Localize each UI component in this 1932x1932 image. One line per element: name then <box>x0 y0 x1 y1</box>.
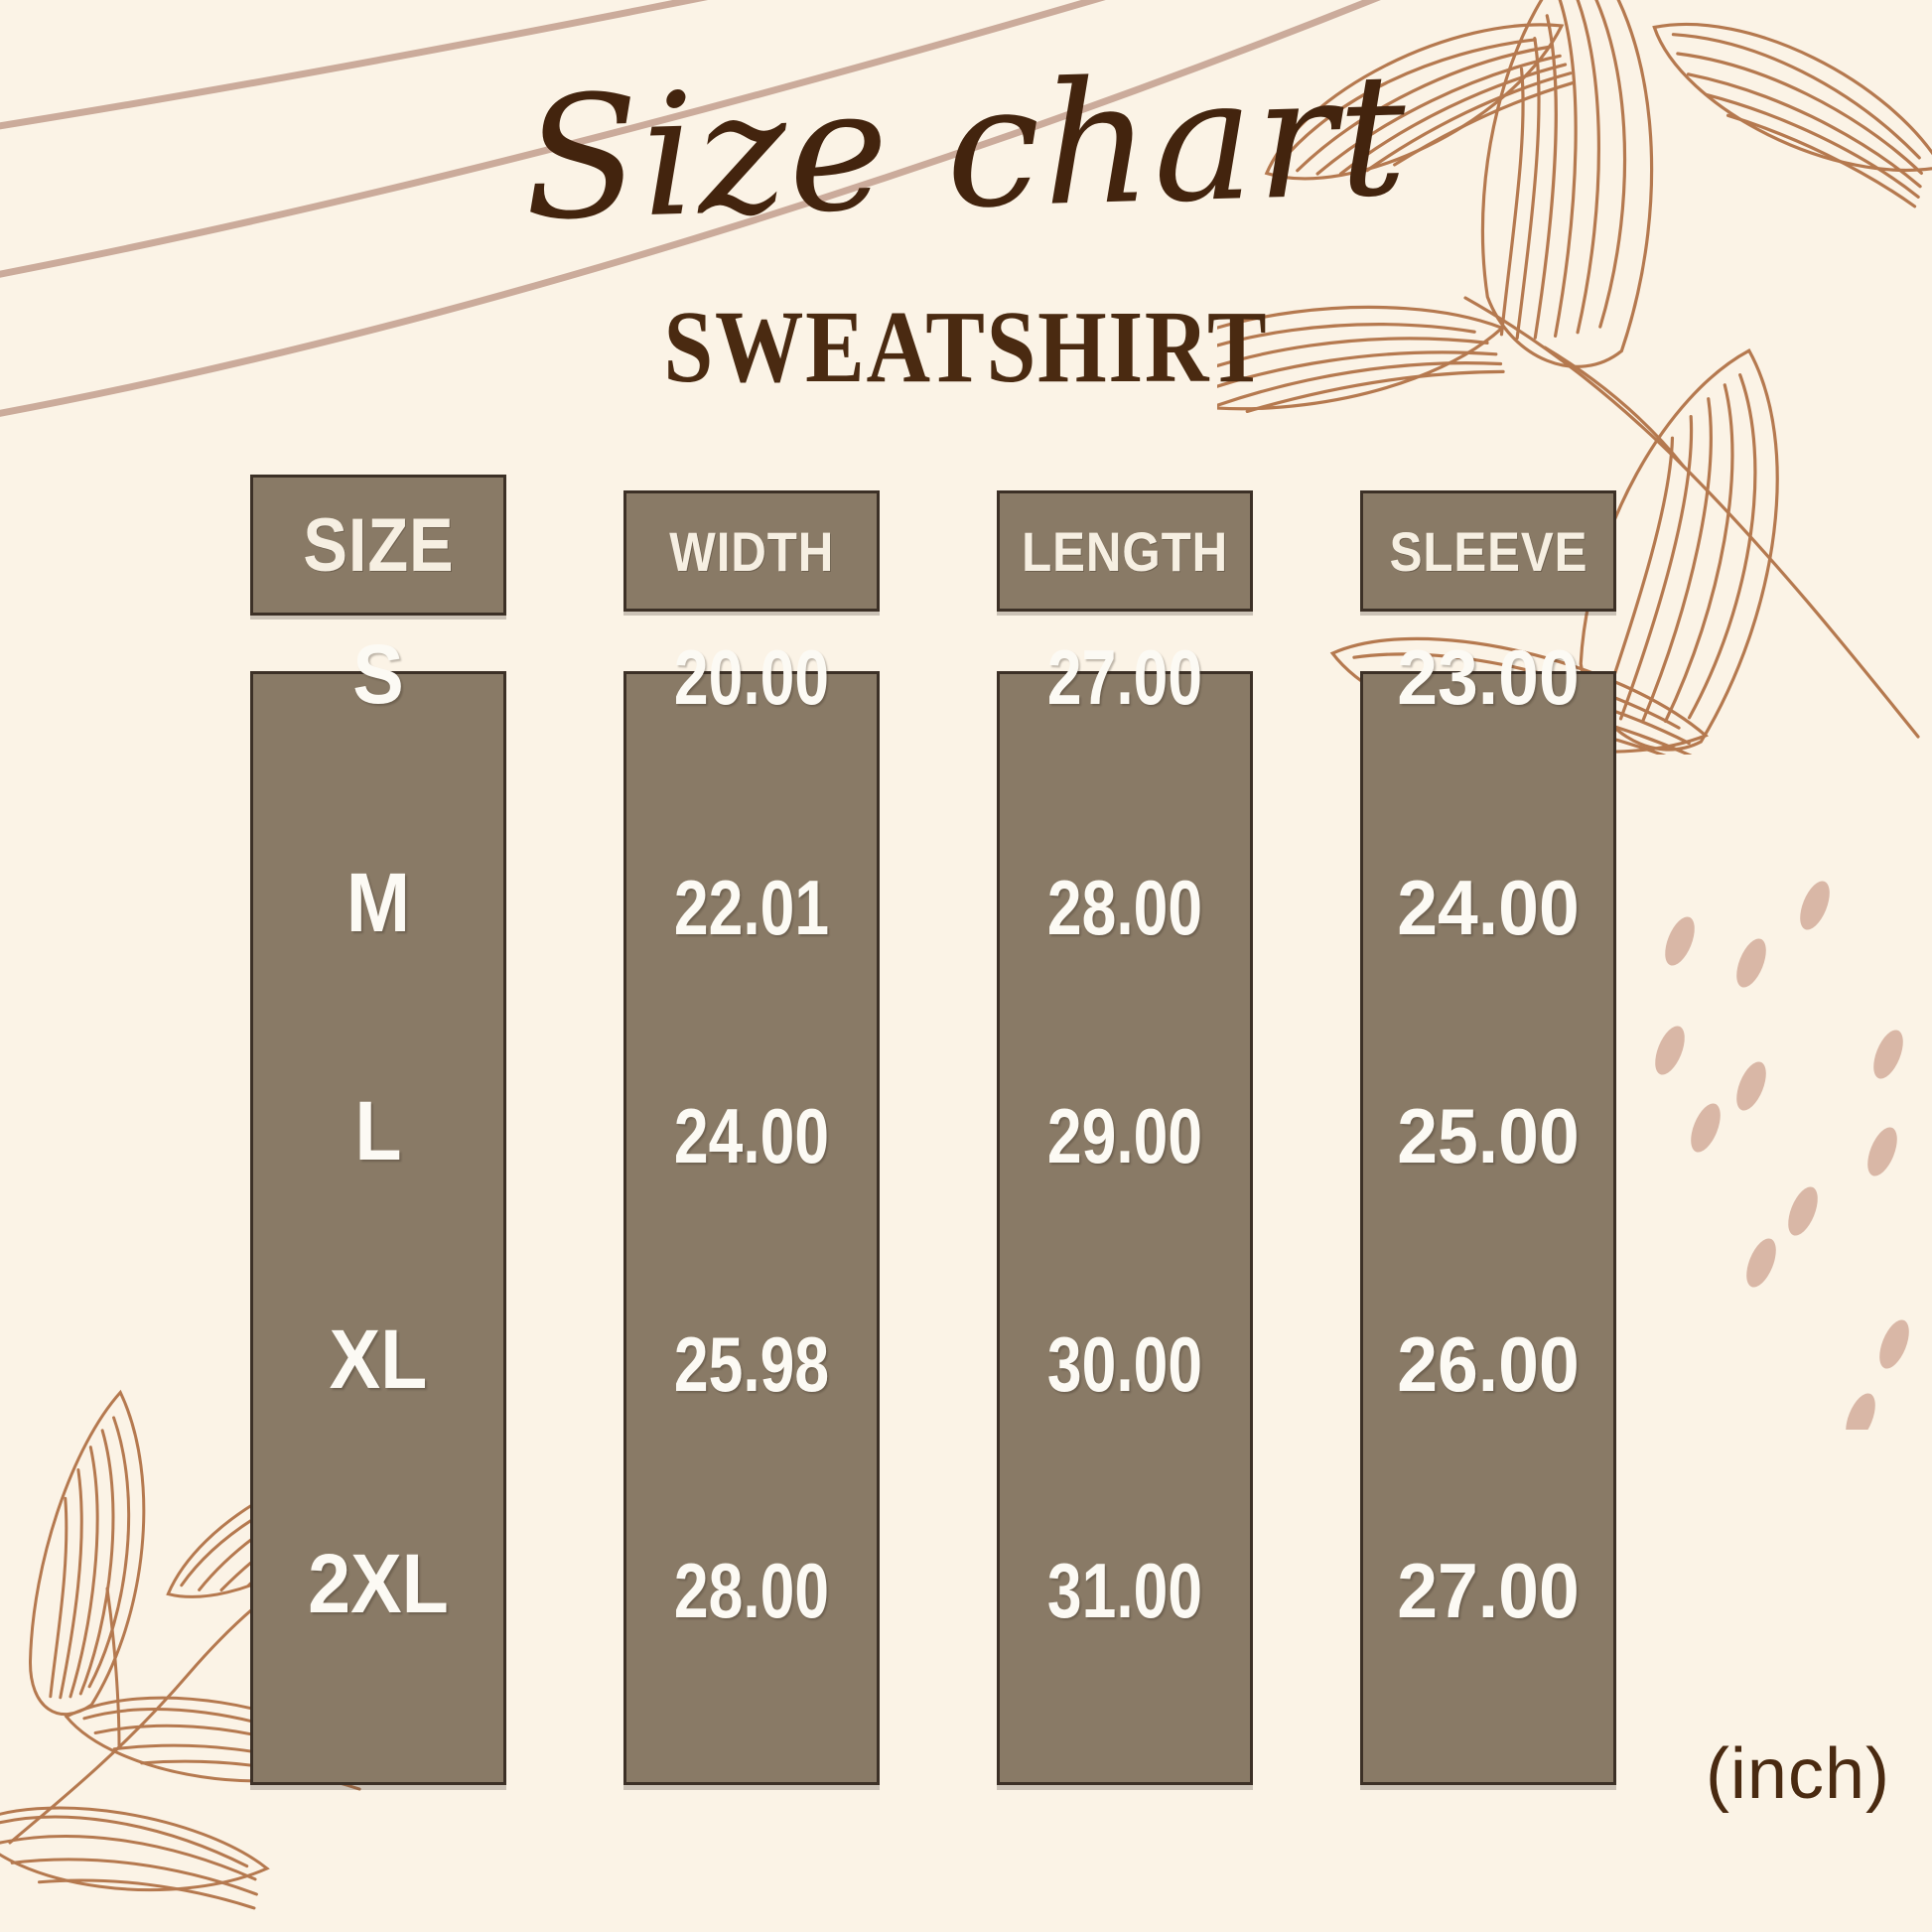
cell-width-m: 22.01 <box>673 864 830 951</box>
column-header-length-label: LENGTH <box>1022 519 1228 583</box>
column-header-sleeve-label: SLEEVE <box>1389 519 1587 583</box>
cell-width-2xl: 28.00 <box>673 1547 830 1634</box>
column-header-sleeve: SLEEVE <box>1360 490 1616 612</box>
cell-size-m: M <box>345 856 411 949</box>
cell-sleeve-m: 24.00 <box>1397 864 1580 951</box>
cell-length-m: 28.00 <box>1046 864 1203 951</box>
cell-sleeve-2xl: 27.00 <box>1397 1547 1580 1634</box>
column-body-length: 27.00 28.00 29.00 30.00 31.00 <box>997 633 1253 1785</box>
cell-width-xl: 25.98 <box>673 1320 830 1408</box>
column-body-size: S M L XL 2XL <box>250 627 506 1785</box>
cell-length-xl: 30.00 <box>1046 1320 1203 1408</box>
column-body-sleeve: 23.00 24.00 25.00 26.00 27.00 <box>1360 633 1616 1785</box>
page-subtitle: SWEATSHIRT <box>663 290 1269 404</box>
cell-sleeve-s: 23.00 <box>1397 633 1580 721</box>
cell-length-s: 27.00 <box>1046 633 1203 721</box>
cell-size-l: L <box>354 1084 402 1177</box>
cell-size-2xl: 2XL <box>308 1537 449 1630</box>
cell-width-l: 24.00 <box>673 1092 830 1179</box>
cell-sleeve-l: 25.00 <box>1397 1092 1580 1179</box>
column-header-length: LENGTH <box>997 490 1253 612</box>
cell-size-s: S <box>352 627 404 721</box>
cell-size-xl: XL <box>329 1312 428 1406</box>
column-body-width: 20.00 22.01 24.00 25.98 28.00 <box>623 633 880 1785</box>
cell-length-l: 29.00 <box>1046 1092 1203 1179</box>
column-header-size-label: SIZE <box>302 502 455 588</box>
column-header-width: WIDTH <box>623 490 880 612</box>
cell-length-2xl: 31.00 <box>1046 1547 1203 1634</box>
cell-sleeve-xl: 26.00 <box>1397 1320 1580 1408</box>
unit-label: (inch) <box>1705 1734 1890 1814</box>
cell-width-s: 20.00 <box>673 633 830 721</box>
column-header-size: SIZE <box>250 475 506 616</box>
column-header-width-label: WIDTH <box>669 519 834 583</box>
